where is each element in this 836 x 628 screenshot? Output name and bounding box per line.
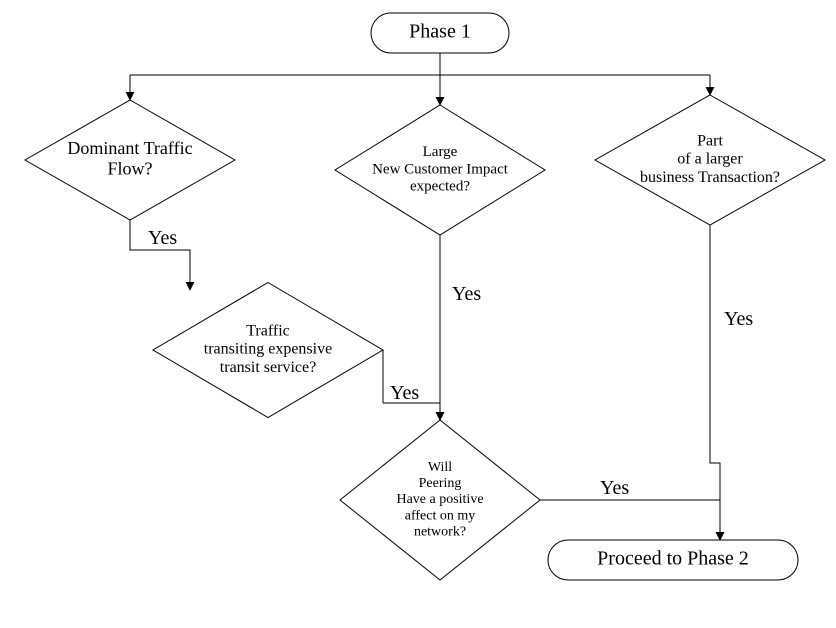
- edge-label-e_dominant_yes: Yes: [148, 227, 177, 249]
- node-text-dominant-line0: Dominant Traffic: [67, 138, 192, 158]
- node-text-transit-line1: transiting expensive: [204, 341, 332, 358]
- edge-e_larger_yes: [710, 225, 720, 540]
- node-text-phase2-line0: Proceed to Phase 2: [597, 548, 749, 570]
- node-text-larger_txn-line1: of a larger: [677, 151, 743, 168]
- node-text-positive-line4: network?: [414, 524, 466, 539]
- node-text-transit-line0: Traffic: [246, 322, 290, 339]
- edge-label-e_larger_yes: Yes: [724, 308, 753, 330]
- node-text-positive-line1: Peering: [419, 476, 462, 491]
- node-text-larger_txn-line2: business Transaction?: [640, 169, 780, 186]
- node-text-positive-line3: affect on my: [405, 508, 476, 523]
- edge-e_positive_yes: [540, 500, 720, 540]
- edge-label-e_impact_yes: Yes: [452, 283, 481, 305]
- flowchart-canvas: Yes Yes Yes Yes Yes Phase 1 Dominant TrafficFl…: [0, 0, 836, 628]
- node-text-impact-line1: New Customer Impact: [372, 161, 509, 177]
- node-text-dominant-line1: Flow?: [108, 158, 153, 178]
- node-text-impact-line0: Large: [423, 144, 458, 160]
- node-text-positive-line2: Have a positive: [396, 492, 483, 507]
- node-text-larger_txn-line0: Part: [697, 132, 723, 149]
- node-text-positive-line0: Will: [428, 460, 452, 475]
- node-text-impact-line2: expected?: [410, 179, 470, 195]
- edge-e_transit_yes2: [383, 403, 440, 420]
- edge-label-e_positive_yes: Yes: [600, 477, 629, 499]
- node-text-phase1-line0: Phase 1: [409, 21, 471, 43]
- node-text-transit-line2: transit service?: [220, 359, 316, 376]
- edge-label-e_transit_yes2: Yes: [390, 382, 419, 404]
